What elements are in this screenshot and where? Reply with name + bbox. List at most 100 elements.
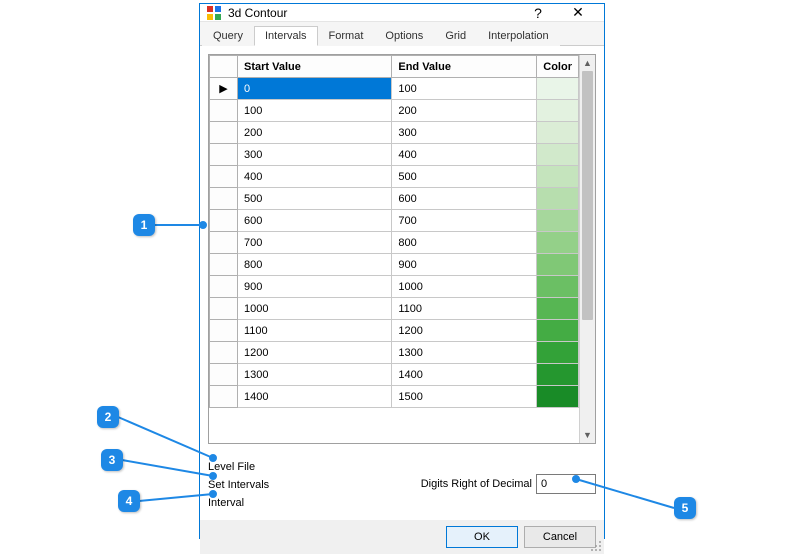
cell-color[interactable]: [537, 232, 579, 254]
help-button[interactable]: ?: [518, 5, 558, 21]
cell-color[interactable]: [537, 254, 579, 276]
cell-end-value[interactable]: 700: [392, 210, 537, 232]
row-header[interactable]: [210, 386, 238, 408]
table-row[interactable]: ▶0100: [210, 78, 579, 100]
cell-end-value[interactable]: 100: [392, 78, 537, 100]
cell-start-value[interactable]: 100: [238, 100, 392, 122]
cell-start-value[interactable]: 500: [238, 188, 392, 210]
intervals-table[interactable]: Start ValueEnd ValueColor▶01001002002003…: [209, 55, 579, 408]
cell-start-value[interactable]: 900: [238, 276, 392, 298]
cell-color[interactable]: [537, 276, 579, 298]
table-row[interactable]: 14001500: [210, 386, 579, 408]
scroll-thumb[interactable]: [582, 71, 593, 320]
cell-start-value[interactable]: 1000: [238, 298, 392, 320]
cell-end-value[interactable]: 800: [392, 232, 537, 254]
table-row[interactable]: 10001100: [210, 298, 579, 320]
table-row[interactable]: 200300: [210, 122, 579, 144]
cell-end-value[interactable]: 600: [392, 188, 537, 210]
row-header[interactable]: [210, 342, 238, 364]
column-header[interactable]: Start Value: [238, 56, 392, 78]
table-row[interactable]: 11001200: [210, 320, 579, 342]
resize-grip-icon[interactable]: [590, 540, 602, 552]
cell-start-value[interactable]: 1200: [238, 342, 392, 364]
cell-end-value[interactable]: 1300: [392, 342, 537, 364]
table-row[interactable]: 12001300: [210, 342, 579, 364]
cell-start-value[interactable]: 1400: [238, 386, 392, 408]
table-row[interactable]: 500600: [210, 188, 579, 210]
cell-color[interactable]: [537, 320, 579, 342]
column-header[interactable]: Color: [537, 56, 579, 78]
row-header[interactable]: [210, 364, 238, 386]
cell-start-value[interactable]: 800: [238, 254, 392, 276]
table-row[interactable]: 13001400: [210, 364, 579, 386]
cell-color[interactable]: [537, 364, 579, 386]
ok-button[interactable]: OK: [446, 526, 518, 548]
cell-color[interactable]: [537, 386, 579, 408]
cell-color[interactable]: [537, 78, 579, 100]
cell-end-value[interactable]: 1500: [392, 386, 537, 408]
row-header[interactable]: [210, 122, 238, 144]
table-row[interactable]: 300400: [210, 144, 579, 166]
tab-query[interactable]: Query: [202, 26, 254, 46]
cell-color[interactable]: [537, 210, 579, 232]
row-header[interactable]: [210, 320, 238, 342]
cell-start-value[interactable]: 0: [238, 78, 392, 100]
close-button[interactable]: ✕: [558, 4, 598, 21]
cell-color[interactable]: [537, 342, 579, 364]
cell-color[interactable]: [537, 100, 579, 122]
table-row[interactable]: 400500: [210, 166, 579, 188]
cell-start-value[interactable]: 300: [238, 144, 392, 166]
cell-end-value[interactable]: 300: [392, 122, 537, 144]
cell-color[interactable]: [537, 298, 579, 320]
row-header[interactable]: [210, 276, 238, 298]
cancel-button[interactable]: Cancel: [524, 526, 596, 548]
grid-corner: [210, 56, 238, 78]
interval-link[interactable]: Interval: [208, 494, 596, 512]
cell-end-value[interactable]: 1100: [392, 298, 537, 320]
row-header[interactable]: [210, 298, 238, 320]
tab-format[interactable]: Format: [318, 26, 375, 46]
table-row[interactable]: 700800: [210, 232, 579, 254]
cell-end-value[interactable]: 900: [392, 254, 537, 276]
digits-input[interactable]: [536, 474, 596, 494]
cell-color[interactable]: [537, 166, 579, 188]
vertical-scrollbar[interactable]: ▲ ▼: [579, 55, 595, 443]
table-row[interactable]: 9001000: [210, 276, 579, 298]
table-row[interactable]: 600700: [210, 210, 579, 232]
tab-options[interactable]: Options: [374, 26, 434, 46]
scroll-up-arrow[interactable]: ▲: [580, 55, 595, 71]
cell-end-value[interactable]: 1200: [392, 320, 537, 342]
table-row[interactable]: 800900: [210, 254, 579, 276]
row-header[interactable]: [210, 100, 238, 122]
cell-start-value[interactable]: 700: [238, 232, 392, 254]
table-row[interactable]: 100200: [210, 100, 579, 122]
tab-grid[interactable]: Grid: [434, 26, 477, 46]
cell-color[interactable]: [537, 122, 579, 144]
cell-color[interactable]: [537, 144, 579, 166]
color-swatch: [537, 188, 578, 209]
scroll-down-arrow[interactable]: ▼: [580, 427, 595, 443]
cell-start-value[interactable]: 200: [238, 122, 392, 144]
cell-start-value[interactable]: 400: [238, 166, 392, 188]
cell-start-value[interactable]: 1100: [238, 320, 392, 342]
tab-intervals[interactable]: Intervals: [254, 26, 318, 46]
tab-interpolation[interactable]: Interpolation: [477, 26, 560, 46]
scroll-track[interactable]: [580, 71, 595, 427]
callout-4: 4: [118, 490, 140, 512]
row-header[interactable]: [210, 188, 238, 210]
cell-color[interactable]: [537, 188, 579, 210]
cell-end-value[interactable]: 1000: [392, 276, 537, 298]
cell-end-value[interactable]: 200: [392, 100, 537, 122]
column-header[interactable]: End Value: [392, 56, 537, 78]
cell-start-value[interactable]: 600: [238, 210, 392, 232]
cell-end-value[interactable]: 400: [392, 144, 537, 166]
row-header[interactable]: [210, 232, 238, 254]
row-header[interactable]: [210, 254, 238, 276]
cell-start-value[interactable]: 1300: [238, 364, 392, 386]
row-header[interactable]: [210, 166, 238, 188]
row-header[interactable]: ▶: [210, 78, 238, 100]
row-header[interactable]: [210, 144, 238, 166]
row-header[interactable]: [210, 210, 238, 232]
cell-end-value[interactable]: 1400: [392, 364, 537, 386]
cell-end-value[interactable]: 500: [392, 166, 537, 188]
